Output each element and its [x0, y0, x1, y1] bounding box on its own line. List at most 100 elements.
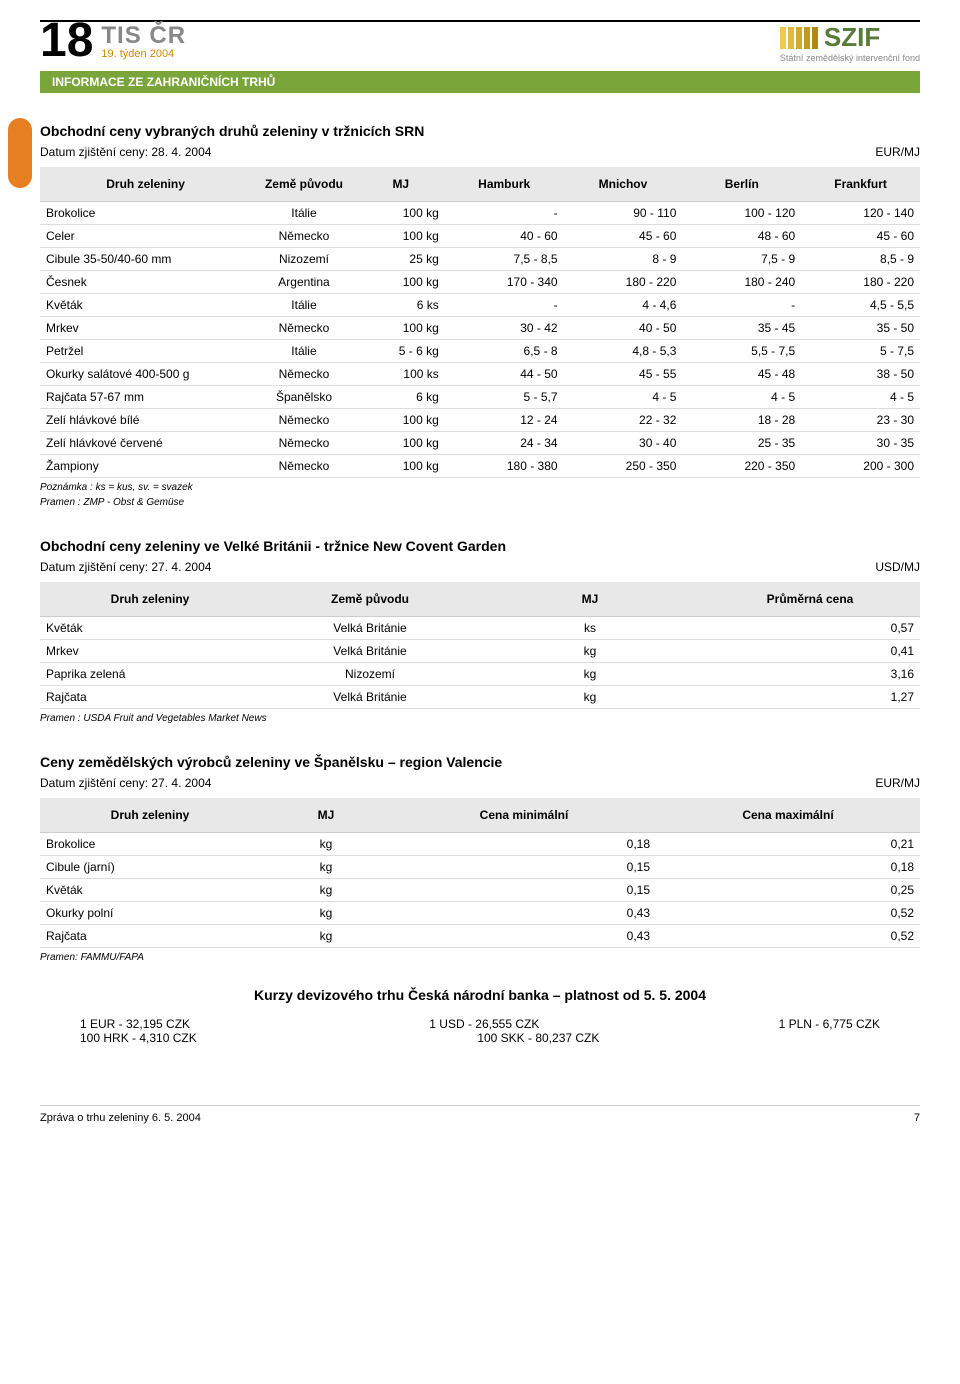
table-cell: kg: [260, 925, 392, 948]
table-cell: Itálie: [251, 340, 357, 363]
table-cell: -: [682, 294, 801, 317]
table-cell: 23 - 30: [801, 409, 920, 432]
table-cell: 40 - 50: [564, 317, 683, 340]
table1: Druh zeleninyZemě původuMJHamburkMnichov…: [40, 167, 920, 478]
table-cell: 7,5 - 9: [682, 248, 801, 271]
pepper-icon: [8, 118, 32, 188]
table-cell: Nizozemí: [251, 248, 357, 271]
table-cell: 0,43: [392, 902, 656, 925]
table-cell: kg: [480, 640, 700, 663]
table-cell: 5 - 7,5: [801, 340, 920, 363]
table-cell: Celer: [40, 225, 251, 248]
table-cell: 5 - 5,7: [445, 386, 564, 409]
table-cell: 18 - 28: [682, 409, 801, 432]
table-cell: 100 kg: [357, 202, 445, 225]
fx-cell: 1 USD - 26,555 CZK: [429, 1017, 539, 1031]
table-cell: Španělsko: [251, 386, 357, 409]
table-cell: 0,41: [700, 640, 920, 663]
table-header: Průměrná cena: [700, 582, 920, 617]
table1-title: Obchodní ceny vybraných druhů zeleniny v…: [40, 123, 920, 139]
table-header: MJ: [357, 167, 445, 202]
table-cell: 6 kg: [357, 386, 445, 409]
table-cell: 0,21: [656, 833, 920, 856]
table-cell: Květák: [40, 617, 260, 640]
table-header: Druh zeleniny: [40, 167, 251, 202]
table-row: ČesnekArgentina100 kg170 - 340180 - 2201…: [40, 271, 920, 294]
table-cell: 38 - 50: [801, 363, 920, 386]
table-cell: 90 - 110: [564, 202, 683, 225]
table-cell: kg: [480, 663, 700, 686]
table-cell: 4 - 5: [564, 386, 683, 409]
table-cell: Velká Británie: [260, 640, 480, 663]
table-cell: 25 - 35: [682, 432, 801, 455]
table-cell: Německo: [251, 432, 357, 455]
table1-note2: Pramen : ZMP - Obst & Gemüse: [40, 497, 920, 508]
table2-date: Datum zjištění ceny: 27. 4. 2004: [40, 560, 211, 574]
table-cell: 0,18: [656, 856, 920, 879]
fx-title: Kurzy devizového trhu Česká národní bank…: [40, 987, 920, 1003]
table-cell: 30 - 40: [564, 432, 683, 455]
table-cell: Argentina: [251, 271, 357, 294]
table-row: KvětákItálie6 ks-4 - 4,6-4,5 - 5,5: [40, 294, 920, 317]
table-cell: 8,5 - 9: [801, 248, 920, 271]
footer-left: Zpráva o trhu zeleniny 6. 5. 2004: [40, 1112, 201, 1124]
fx-row1: 1 EUR - 32,195 CZK 1 USD - 26,555 CZK 1 …: [40, 1017, 920, 1031]
table-row: RajčataVelká Britániekg1,27: [40, 686, 920, 709]
table-cell: ks: [480, 617, 700, 640]
table-cell: Německo: [251, 317, 357, 340]
table-cell: 45 - 60: [801, 225, 920, 248]
table-cell: 0,57: [700, 617, 920, 640]
table-cell: 180 - 220: [801, 271, 920, 294]
table-cell: 220 - 350: [682, 455, 801, 478]
page-footer: Zpráva o trhu zeleniny 6. 5. 2004 7: [40, 1105, 920, 1124]
table-header: MJ: [480, 582, 700, 617]
page-header: 18 TIS ČR 19. týden 2004 SZIF Státní zem…: [40, 20, 920, 63]
table-cell: 48 - 60: [682, 225, 801, 248]
table-header: Země původu: [251, 167, 357, 202]
table-row: Paprika zelenáNizozemíkg3,16: [40, 663, 920, 686]
table-cell: 100 kg: [357, 409, 445, 432]
table-row: Cibule (jarní)kg0,150,18: [40, 856, 920, 879]
table-cell: 44 - 50: [445, 363, 564, 386]
table-cell: Brokolice: [40, 833, 260, 856]
table-cell: 100 kg: [357, 432, 445, 455]
table-cell: Zelí hlávkové červené: [40, 432, 251, 455]
table-row: Okurky salátové 400-500 gNěmecko100 ks44…: [40, 363, 920, 386]
table-cell: 0,25: [656, 879, 920, 902]
table-header: Druh zeleniny: [40, 582, 260, 617]
table-cell: 3,16: [700, 663, 920, 686]
table-cell: 5 - 6 kg: [357, 340, 445, 363]
table-cell: 8 - 9: [564, 248, 683, 271]
table-row: Rajčatakg0,430,52: [40, 925, 920, 948]
table-cell: kg: [480, 686, 700, 709]
table-cell: Nizozemí: [260, 663, 480, 686]
table3-date: Datum zjištění ceny: 27. 4. 2004: [40, 776, 211, 790]
table-cell: Německo: [251, 363, 357, 386]
table-cell: Květák: [40, 294, 251, 317]
table-row: BrokoliceItálie100 kg-90 - 110100 - 1201…: [40, 202, 920, 225]
table-row: ŽampionyNěmecko100 kg180 - 380250 - 3502…: [40, 455, 920, 478]
table-row: KvětákVelká Británieks0,57: [40, 617, 920, 640]
table-cell: 1,27: [700, 686, 920, 709]
table-cell: Itálie: [251, 202, 357, 225]
table-cell: 170 - 340: [445, 271, 564, 294]
table-cell: Rajčata: [40, 686, 260, 709]
szif-logo-text: SZIF: [824, 22, 880, 53]
table-cell: 0,15: [392, 879, 656, 902]
table-header: Země původu: [260, 582, 480, 617]
table-cell: 200 - 300: [801, 455, 920, 478]
table-cell: 250 - 350: [564, 455, 683, 478]
fx-cell: 1 PLN - 6,775 CZK: [779, 1017, 880, 1031]
table-cell: Petržel: [40, 340, 251, 363]
table-cell: 0,15: [392, 856, 656, 879]
table-cell: -: [445, 202, 564, 225]
table-cell: 35 - 50: [801, 317, 920, 340]
table-cell: Cibule (jarní): [40, 856, 260, 879]
table-row: Cibule 35-50/40-60 mmNizozemí25 kg7,5 - …: [40, 248, 920, 271]
table-row: MrkevVelká Britániekg0,41: [40, 640, 920, 663]
table-cell: 4 - 4,6: [564, 294, 683, 317]
table-cell: 30 - 42: [445, 317, 564, 340]
table-cell: 100 kg: [357, 455, 445, 478]
table-cell: 24 - 34: [445, 432, 564, 455]
table-cell: 4 - 5: [682, 386, 801, 409]
